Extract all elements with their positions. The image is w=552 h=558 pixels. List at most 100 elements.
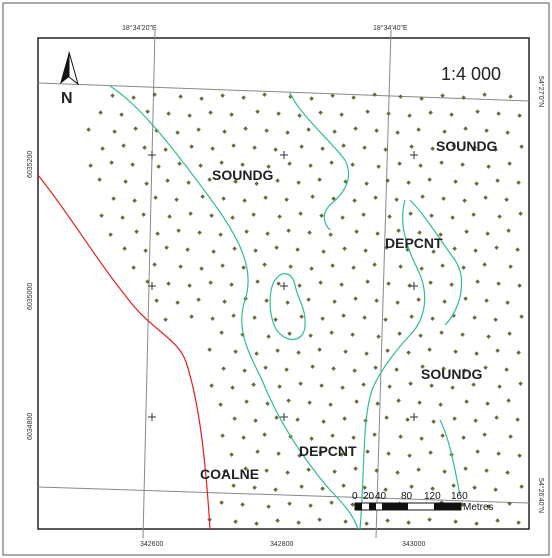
sounding-dot: [264, 468, 269, 473]
sounding-dot: [387, 384, 392, 389]
sounding-dot: [442, 299, 447, 304]
sounding-dot: [121, 143, 126, 148]
sounding-dot: [453, 519, 458, 524]
sounding-dot: [274, 415, 279, 420]
depcnt-line-3: [359, 199, 426, 530]
depcnt-loop: [269, 273, 306, 341]
coord-top-lon-1: 18°34'20"E: [122, 24, 157, 32]
sounding-dot: [475, 279, 480, 284]
sounding-dot: [517, 453, 522, 458]
sounding-dot: [419, 436, 424, 441]
sounding-dot: [221, 366, 226, 371]
sounding-dot: [416, 467, 421, 472]
sounding-dot: [516, 350, 521, 355]
coord-bottom-x-3: 343000: [402, 541, 425, 548]
sounding-dot: [407, 453, 412, 458]
grid-cross: [410, 151, 418, 159]
grid-cross: [280, 151, 288, 159]
sounding-dot: [298, 381, 303, 386]
sounding-dot: [486, 334, 491, 339]
sounding-dot: [306, 297, 311, 302]
sounding-dot: [207, 347, 212, 352]
sounding-dot: [120, 215, 125, 220]
sounding-dot: [418, 333, 423, 338]
label-soundg-2: SOUNDG: [436, 138, 498, 154]
sounding-dot: [441, 366, 446, 371]
sounding-dot: [241, 265, 246, 270]
scale-bar: 0 20 40 80 120 160 Metres: [352, 491, 494, 513]
sounding-dot: [296, 350, 301, 355]
coord-right-lat-2: 54°26'40"N: [537, 478, 545, 513]
sounding-dot: [516, 520, 521, 525]
grid-line-lat-1: [37, 82, 530, 102]
grid-cross: [280, 413, 288, 421]
sounding-dot: [482, 432, 487, 437]
sounding-dot: [395, 470, 400, 475]
sounding-dot: [108, 232, 113, 237]
sounding-dot: [428, 450, 433, 455]
sounding-dot: [266, 334, 271, 339]
sounding-dot: [427, 347, 432, 352]
sounding-dot: [361, 382, 366, 387]
sounding-dot: [321, 419, 326, 424]
sounding-dot: [394, 367, 399, 372]
sounding-dot: [507, 501, 512, 506]
sounding-dot: [475, 449, 480, 454]
sounding-dot: [461, 265, 466, 270]
sounding-dot: [178, 264, 183, 269]
scale-bar-tick-40: 40: [375, 491, 387, 502]
sounding-dot: [383, 317, 388, 322]
sounding-dot: [277, 384, 282, 389]
depcnt-line-1: [109, 85, 359, 530]
sounding-dot: [405, 417, 410, 422]
sounding-dot: [330, 263, 335, 268]
sounding-dot: [493, 317, 498, 322]
coord-bottom-x-2: 342800: [270, 541, 293, 548]
sounding-dot: [262, 262, 267, 267]
scale-bar-tick-0: 0: [352, 491, 358, 502]
sounding-dot: [354, 399, 359, 404]
sounding-dot: [243, 466, 248, 471]
grid-cross: [148, 282, 156, 290]
sounding-dot: [505, 470, 510, 475]
sounding-dot: [474, 521, 479, 526]
sounding-dot: [252, 485, 257, 490]
sounding-dot: [339, 282, 344, 287]
sounding-dot: [152, 262, 157, 267]
sounding-dot: [100, 146, 105, 151]
sounding-dot: [440, 433, 445, 438]
sounding-dot: [507, 331, 512, 336]
sounding-dot: [518, 381, 523, 386]
sounding-dot: [255, 449, 260, 454]
scale-bar-tick-120: 120: [424, 491, 441, 502]
sounding-dot: [229, 282, 234, 287]
sounding-dot: [255, 279, 260, 284]
sounding-dot: [231, 313, 236, 318]
sounding-dot: [384, 415, 389, 420]
sounding-dot: [453, 349, 458, 354]
sounding-dot: [386, 281, 391, 286]
sounding-dot: [196, 297, 201, 302]
sounding-dot: [386, 451, 391, 456]
sounding-dot: [307, 400, 312, 405]
sounding-dot: [222, 469, 227, 474]
sounding-dot: [317, 517, 322, 522]
sounding-dot: [409, 484, 414, 489]
sounding-dot: [328, 402, 333, 407]
sounding-dot: [463, 466, 468, 471]
sounding-dot: [438, 402, 443, 407]
sounding-dot: [265, 401, 270, 406]
sounding-dot: [376, 334, 381, 339]
sounding-dot: [285, 300, 290, 305]
sounding-dot: [266, 504, 271, 509]
sounding-dot: [229, 452, 234, 457]
grid-cross: [148, 151, 156, 159]
sounding-dot: [220, 263, 225, 268]
sounding-dot: [482, 262, 487, 267]
sounding-dot: [385, 518, 390, 523]
grid-cross: [280, 282, 288, 290]
sounding-dot: [254, 521, 259, 526]
label-depcnt-1: DEPCNT: [385, 235, 443, 251]
sounding-dot: [97, 177, 102, 182]
sounding-dot: [219, 330, 224, 335]
